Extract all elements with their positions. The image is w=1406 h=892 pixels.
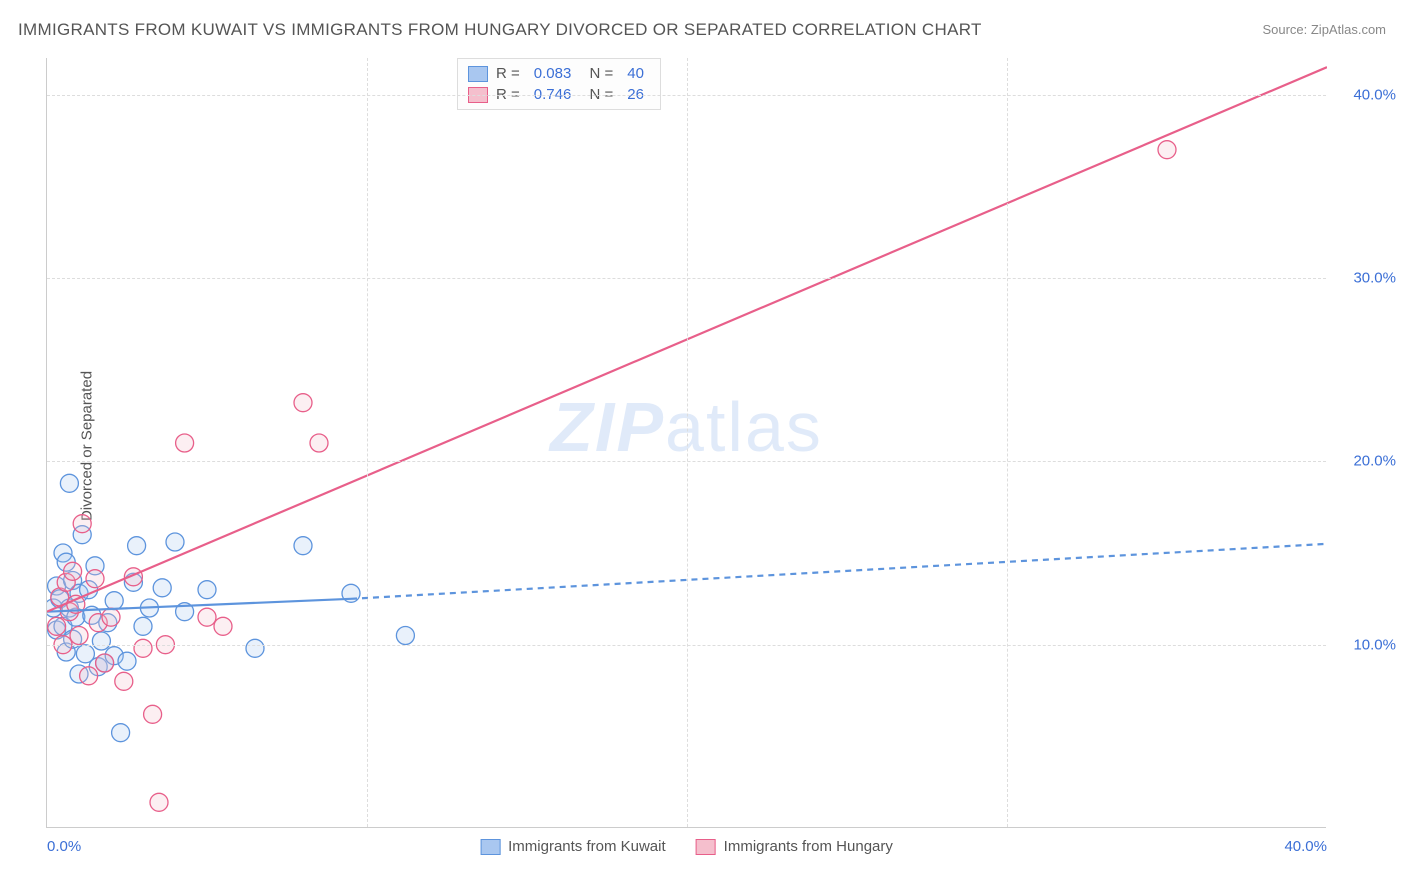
bottom-legend-hungary: Immigrants from Hungary <box>696 838 893 855</box>
data-point <box>80 667 98 685</box>
bottom-legend-label-hungary: Immigrants from Hungary <box>724 838 893 855</box>
data-point <box>246 639 264 657</box>
data-point <box>144 705 162 723</box>
data-point <box>86 570 104 588</box>
data-point <box>60 474 78 492</box>
legend-row-kuwait: R = 0.083 N = 40 <box>468 63 650 84</box>
data-point <box>1158 141 1176 159</box>
data-point <box>73 515 91 533</box>
data-point <box>153 579 171 597</box>
data-point <box>150 793 168 811</box>
data-point <box>134 617 152 635</box>
data-point <box>105 592 123 610</box>
data-point <box>118 652 136 670</box>
chart-title: IMMIGRANTS FROM KUWAIT VS IMMIGRANTS FRO… <box>18 20 982 40</box>
swatch-hungary-bottom <box>696 839 716 855</box>
data-point <box>64 562 82 580</box>
data-point <box>396 627 414 645</box>
gridline-v <box>367 58 368 827</box>
trend-line <box>47 599 351 612</box>
data-point <box>198 608 216 626</box>
data-point <box>166 533 184 551</box>
data-point <box>294 537 312 555</box>
data-point <box>102 608 120 626</box>
plot-area: ZIPatlas R = 0.083 N = 40 R = 0.746 N = … <box>46 58 1326 828</box>
data-point <box>48 617 66 635</box>
data-point <box>310 434 328 452</box>
bottom-legend-kuwait: Immigrants from Kuwait <box>480 838 666 855</box>
data-point <box>198 581 216 599</box>
data-point <box>294 394 312 412</box>
legend-n-label: N = <box>585 65 613 82</box>
data-point <box>70 627 88 645</box>
legend-r-kuwait: 0.083 <box>534 65 572 82</box>
data-point <box>214 617 232 635</box>
data-point <box>134 639 152 657</box>
y-tick-label: 20.0% <box>1336 453 1396 470</box>
data-point <box>128 537 146 555</box>
y-tick-label: 10.0% <box>1336 636 1396 653</box>
bottom-legend-label-kuwait: Immigrants from Kuwait <box>508 838 666 855</box>
legend-n-kuwait: 40 <box>627 65 644 82</box>
data-point <box>96 654 114 672</box>
swatch-kuwait <box>468 66 488 82</box>
y-tick-label: 40.0% <box>1336 86 1396 103</box>
data-point <box>92 632 110 650</box>
gridline-v <box>687 58 688 827</box>
data-point <box>115 672 133 690</box>
x-tick-label: 40.0% <box>1284 838 1327 855</box>
data-point <box>176 434 194 452</box>
gridline-v <box>1007 58 1008 827</box>
swatch-kuwait-bottom <box>480 839 500 855</box>
legend-box: R = 0.083 N = 40 R = 0.746 N = 26 <box>457 58 661 110</box>
x-tick-label: 0.0% <box>47 838 81 855</box>
legend-r-label: R = <box>496 65 520 82</box>
y-tick-label: 30.0% <box>1336 270 1396 287</box>
bottom-legend: Immigrants from Kuwait Immigrants from H… <box>480 838 893 855</box>
data-point <box>112 724 130 742</box>
trend-line-dashed <box>351 544 1327 599</box>
source-label: Source: ZipAtlas.com <box>1262 22 1386 37</box>
